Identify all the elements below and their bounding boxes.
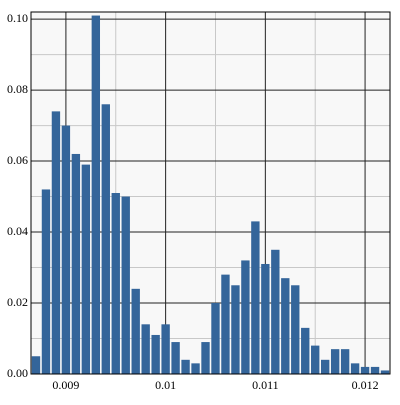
bar [251,221,260,374]
y-tick-label: 0.08 [7,82,28,96]
bar [71,153,81,374]
y-tick-label: 0.00 [7,366,28,380]
bar [241,260,250,374]
y-tick-label: 0.04 [7,224,28,238]
bar [340,349,350,374]
bar [101,104,110,375]
bar [181,359,190,374]
bar [141,324,150,374]
x-tick-label: 0.011 [252,378,279,392]
bar [211,303,220,374]
bar [370,366,380,374]
bar [91,15,101,375]
bar [261,263,270,374]
bar [61,125,71,374]
x-tick-label: 0.012 [352,378,379,392]
bar [171,342,180,374]
bar [291,285,300,374]
bar [31,356,41,374]
bar [81,164,91,374]
bar [231,285,240,374]
plot-area [31,12,390,374]
x-tick-label: 0.009 [52,378,79,392]
bar [161,324,170,374]
y-tick-label: 0.06 [7,153,28,167]
bar [311,345,320,374]
bar [51,111,61,374]
bar [350,363,360,374]
x-tick-label: 0.01 [155,378,176,392]
bar [121,196,130,374]
bar [111,193,120,374]
bar [221,274,230,374]
bar [271,249,280,374]
y-tick-label: 0.10 [7,11,28,25]
bar [131,288,140,374]
bar [201,342,210,374]
y-tick-label: 0.02 [7,295,28,309]
bar [320,359,330,374]
bar [151,334,160,374]
bar [41,189,51,374]
plot-frame [30,11,391,375]
bar [330,349,340,374]
bar [360,366,370,374]
bar [281,278,290,374]
bar [191,363,200,374]
bar [301,327,310,374]
bar [380,370,390,374]
